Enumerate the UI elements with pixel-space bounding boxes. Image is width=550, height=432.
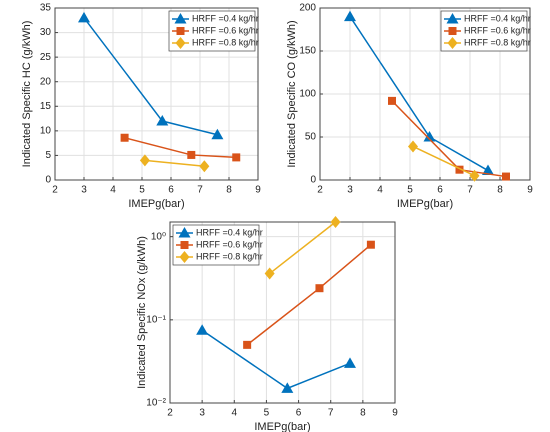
legend-marker: [448, 27, 457, 35]
legend-marker: [446, 13, 459, 24]
x-tick-label: 3: [199, 408, 205, 419]
marker: [264, 267, 275, 280]
x-tick-label: 9: [255, 185, 261, 196]
y-axis-label: Indicated Specific NOx (g/kWh): [136, 236, 148, 389]
marker: [196, 324, 209, 335]
marker: [199, 160, 210, 173]
marker: [455, 165, 464, 174]
marker: [344, 357, 356, 368]
y-tick-label: 35: [40, 3, 52, 14]
x-tick-label: 4: [110, 185, 116, 196]
x-tick-label: 2: [317, 185, 323, 196]
y-tick-label: 10⁻¹: [146, 314, 166, 325]
legend-label: HRFF =0.8 kg/hr: [464, 37, 531, 47]
axes-box: [54, 7, 259, 181]
x-tick-label: 5: [139, 185, 145, 196]
marker: [281, 382, 294, 393]
legend-marker: [174, 13, 187, 24]
x-tick-label: 6: [168, 185, 174, 196]
x-tick-label: 7: [467, 185, 473, 196]
y-tick-label: 15: [40, 101, 52, 112]
series-line: [144, 159, 205, 167]
legend-marker: [180, 241, 189, 249]
marker: [78, 11, 90, 23]
legend-label: HRFF =0.6 kg/hr: [464, 25, 531, 35]
x-tick-label: 7: [328, 408, 334, 419]
legend-marker: [176, 27, 185, 35]
x-tick-label: 6: [296, 408, 302, 419]
y-tick-label: 25: [40, 52, 52, 63]
marker: [156, 115, 169, 126]
marker: [502, 172, 510, 181]
x-tick-label: 9: [527, 185, 533, 196]
legend-label: HRFF =0.4 kg/hr: [464, 13, 531, 23]
x-axis-label: IMEPg(bar): [128, 198, 184, 210]
y-tick-label: 200: [299, 3, 316, 14]
x-tick-label: 3: [347, 185, 353, 196]
marker: [423, 131, 436, 142]
legend-marker: [178, 227, 191, 238]
y-tick-label: 10: [40, 125, 52, 136]
x-tick-label: 8: [497, 185, 503, 196]
y-tick-label: 20: [40, 76, 52, 87]
y-axis-label: Indicated Specific CO (g/kWh): [286, 20, 298, 167]
marker: [211, 128, 224, 140]
x-tick-label: 9: [392, 408, 398, 419]
y-tick-label: 0: [310, 175, 316, 186]
legend-label: HRFF =0.6 kg/hr: [192, 25, 259, 35]
marker: [232, 153, 241, 162]
x-tick-label: 4: [377, 185, 383, 196]
legend-marker: [179, 251, 190, 263]
x-tick-label: 8: [226, 185, 232, 196]
marker: [344, 10, 356, 22]
marker: [388, 96, 396, 105]
x-tick-label: 5: [264, 408, 270, 419]
y-tick-label: 100: [299, 89, 316, 100]
axes-box: [169, 221, 396, 404]
marker: [315, 284, 324, 293]
marker: [469, 169, 480, 182]
y-tick-label: 0: [45, 175, 51, 186]
legend-label: HRFF =0.6 kg/hr: [196, 239, 263, 249]
y-tick-label: 5: [45, 150, 51, 161]
x-tick-label: 2: [52, 185, 58, 196]
marker: [408, 140, 418, 153]
x-tick-label: 2: [167, 408, 173, 419]
marker: [243, 340, 252, 349]
x-axis-label: IMEPg(bar): [254, 421, 310, 432]
legend-label: HRFF =0.8 kg/hr: [196, 251, 263, 261]
y-tick-label: 50: [305, 132, 317, 143]
legend-marker: [447, 37, 458, 49]
legend-label: HRFF =0.4 kg/hr: [196, 227, 263, 237]
marker: [120, 133, 129, 142]
x-tick-label: 4: [232, 408, 238, 419]
y-tick-label: 10⁰: [151, 231, 166, 242]
y-tick-label: 150: [299, 46, 316, 57]
axes-box: [319, 7, 531, 181]
series-line: [269, 221, 336, 275]
x-tick-label: 5: [407, 185, 413, 196]
x-tick-label: 6: [437, 185, 443, 196]
x-tick-label: 3: [81, 185, 87, 196]
y-axis-label: Indicated Specific HC (g/kWh): [21, 21, 33, 168]
x-tick-label: 8: [360, 408, 366, 419]
marker: [366, 240, 375, 249]
legend-marker: [175, 37, 186, 49]
y-tick-label: 10⁻²: [146, 398, 166, 409]
legend-label: HRFF =0.4 kg/hr: [192, 13, 259, 23]
marker: [139, 154, 150, 167]
marker: [330, 216, 341, 228]
marker: [482, 164, 494, 176]
series-line: [412, 145, 475, 177]
x-tick-label: 7: [197, 185, 203, 196]
x-axis-label: IMEPg(bar): [397, 198, 453, 210]
marker: [187, 150, 196, 159]
y-tick-label: 30: [40, 27, 52, 38]
legend-label: HRFF =0.8 kg/hr: [192, 37, 259, 47]
